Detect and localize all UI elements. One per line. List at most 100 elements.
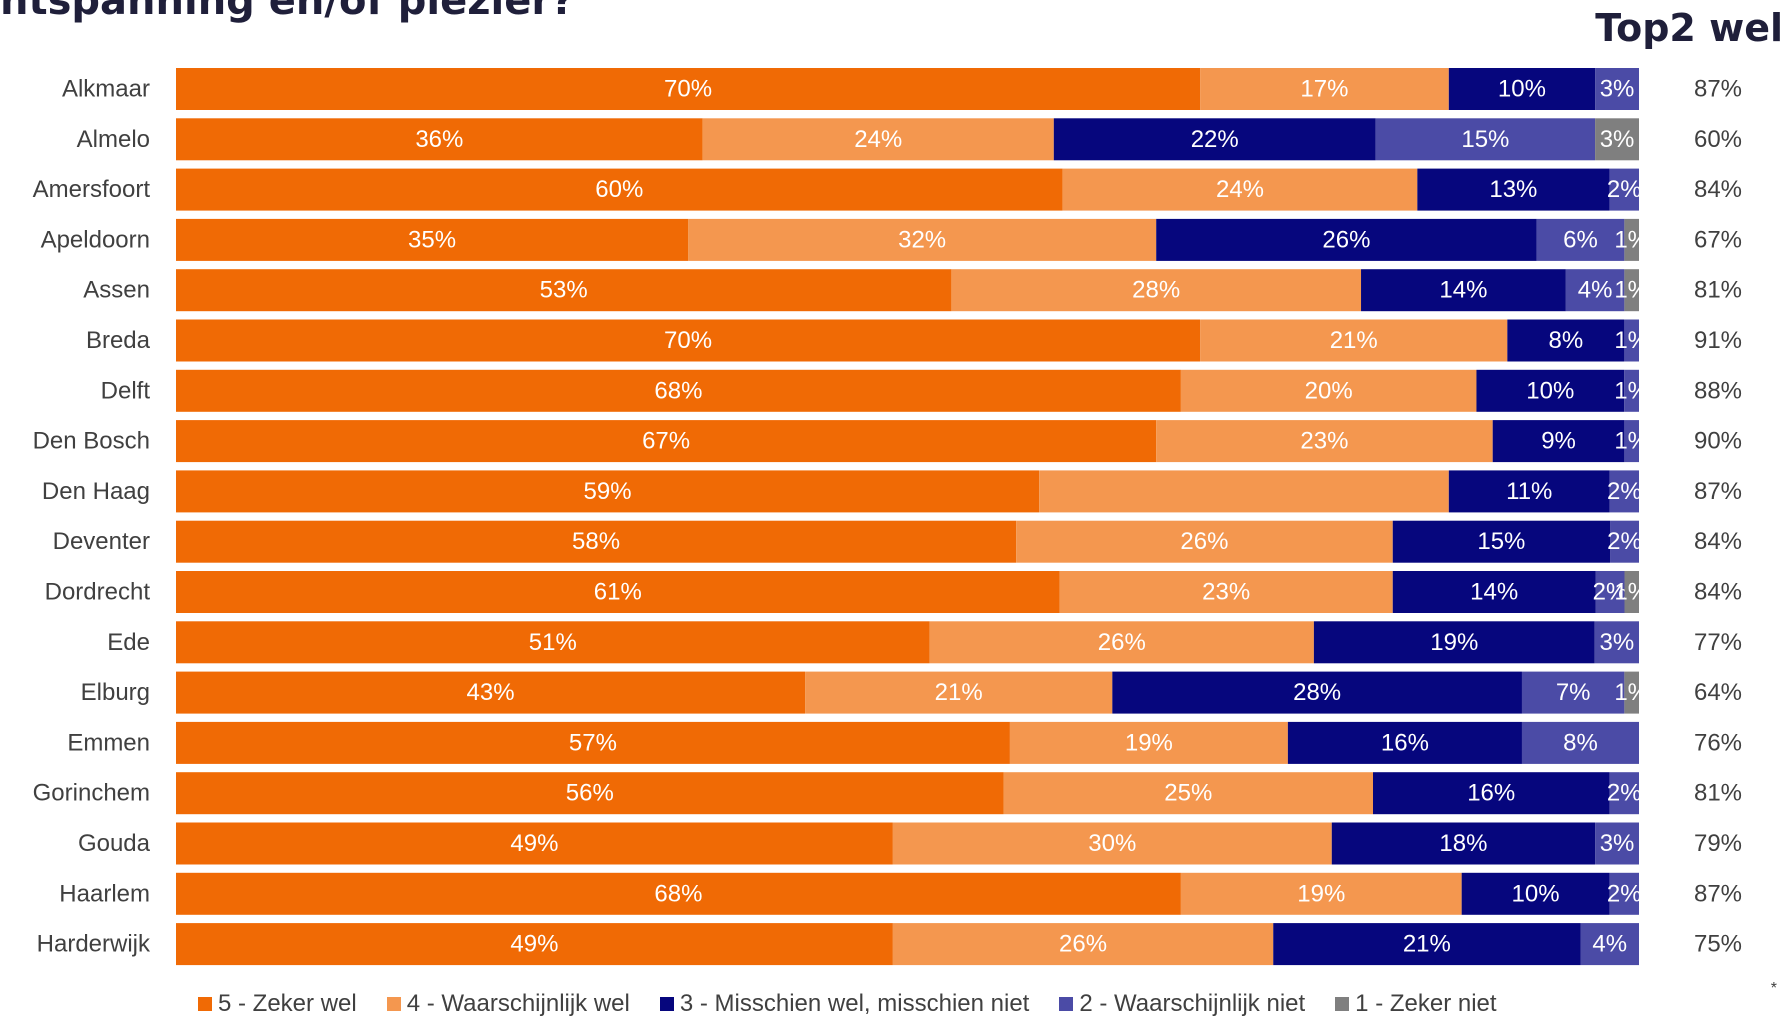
data-label: 2% [1607,780,1642,807]
bar-segment [1624,269,1639,312]
legend-item: 3 - Misschien wel, misschien niet [659,990,1030,1018]
top2-value: 90% [1694,428,1742,455]
legend-item: 2 - Waarschijnlijk niet [1059,990,1305,1018]
data-label: 6% [1563,226,1598,253]
data-label: 22% [1191,126,1239,153]
bar-segment [176,721,1010,764]
bar-segment [1624,369,1639,412]
category-label: Elburg [81,679,150,706]
data-label: 49% [510,830,558,857]
bar-segment [1373,772,1610,815]
category-label: Ede [107,629,150,656]
bar-segment [951,269,1362,312]
data-label: 21% [1403,931,1451,958]
category-label: Emmen [67,729,150,756]
data-label: 3% [1600,126,1635,153]
legend-swatch [1059,997,1074,1011]
data-label: 35% [408,226,456,253]
data-label: 1% [1614,377,1649,404]
category-label: Amersfoort [33,176,151,203]
data-label: 11% [1506,478,1552,505]
bar-segment [176,269,952,312]
bar-segment [1287,721,1522,764]
legend-label: 1 - Zeker niet [1355,990,1497,1017]
bar-segment [702,118,1054,161]
top2-value: 91% [1694,327,1742,354]
bar-segment [1624,671,1639,714]
bar-segment [688,218,1157,261]
top2-value: 87% [1694,478,1742,505]
top2-value: 81% [1694,277,1742,304]
bar-segment [1156,420,1493,463]
stacked-bar-chart: Alkmaar 70% 17% 10% 3% 87% Almelo 36% 24% 22% 15% 3… [33,68,1742,966]
bar-segment [1375,118,1596,161]
category-label: Haarlem [59,880,150,907]
bar-segment [1624,571,1639,613]
data-label: 21% [1330,327,1378,354]
data-label: 58% [572,528,620,555]
bar-segment [929,621,1314,664]
data-label: 70% [664,76,712,103]
bar-segment [1417,168,1610,211]
data-label: 68% [654,377,702,404]
chart-legend: 5 - Zeker wel 4 - Waarschijnlijk wel 3 - M… [198,990,1497,1018]
top2-value: 84% [1694,528,1742,555]
category-label: Almelo [77,126,150,153]
bar-segment [1565,269,1625,312]
bar-segment [1039,470,1449,513]
bar-segment [176,369,1181,412]
bar-segment [1392,520,1611,563]
bar-segment [1609,470,1639,513]
bar-segment [1507,319,1625,362]
data-label: 60% [595,176,643,203]
data-label: 26% [1098,629,1146,656]
bar-segment [1392,571,1596,613]
bar-segment [1610,520,1639,563]
data-label: 24% [1216,176,1264,203]
data-label: 30% [1088,830,1136,857]
top2-value: 84% [1694,176,1742,203]
legend-item: 4 - Waarschijnlijk wel [386,990,630,1018]
data-label: 2% [1607,176,1642,203]
data-label: 17% [1300,76,1348,103]
bar-segment [176,420,1157,463]
bar-segment [176,68,1201,110]
bar-segment [1476,369,1625,412]
bar-segment [1448,470,1610,513]
data-label: 43% [467,679,515,706]
category-label: Breda [86,327,151,354]
data-label: 2% [1607,478,1642,505]
bar-segment [1112,671,1522,714]
category-label: Dordrecht [45,579,151,606]
bar-segment [892,923,1274,966]
data-label: 8% [1549,327,1584,354]
data-label: 67% [642,428,690,455]
category-label: Den Bosch [33,428,150,455]
top2-value: 87% [1694,880,1742,907]
bar-segment [1624,420,1639,463]
chart-title: ntspanning en/of plezier? [0,0,575,24]
legend-swatch [659,997,674,1011]
legend-swatch [198,997,212,1011]
data-label: 49% [510,931,558,958]
top2-value: 88% [1694,377,1742,404]
data-label: 28% [1132,277,1180,304]
category-label: Gouda [78,830,151,857]
bar-segment [1009,721,1288,764]
bar-segment [1624,218,1639,261]
legend-label: 3 - Misschien wel, misschien niet [679,990,1030,1017]
bar-segment [176,319,1201,362]
data-label: 36% [415,126,463,153]
bar-segment [176,571,1060,613]
top2-value: 67% [1694,226,1742,253]
legend-swatch [386,997,401,1011]
bar-segment [805,671,1113,714]
data-label: 26% [1322,226,1370,253]
data-label: 8% [1563,729,1598,756]
data-label: 2% [1607,880,1642,907]
category-label: Delft [101,377,151,404]
bar-segment [176,822,893,865]
bar-segment [1594,621,1639,664]
data-label: 20% [1305,377,1353,404]
data-label: 70% [664,327,712,354]
